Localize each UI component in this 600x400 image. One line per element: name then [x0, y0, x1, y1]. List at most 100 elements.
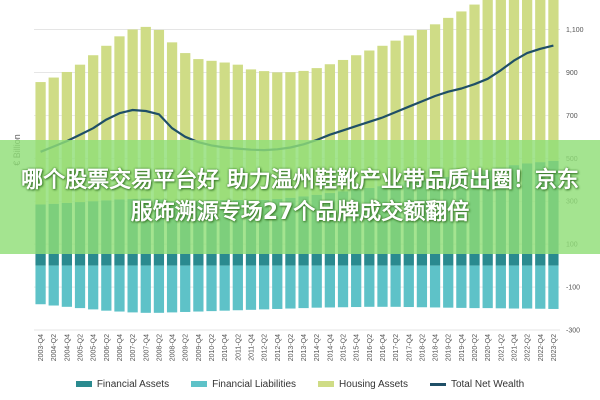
bar-financial-liabilities	[166, 265, 178, 313]
bar-financial-liabilities	[298, 265, 309, 309]
x-tick-label: 2004-Q2	[51, 334, 58, 361]
legend-label: Housing Assets	[339, 378, 408, 390]
bar-financial-liabilities	[140, 265, 151, 313]
x-tick-label: 2022-Q4	[538, 334, 545, 361]
bar-housing-assets	[429, 24, 441, 179]
x-tick-label: 2010-Q4	[222, 334, 229, 361]
bar-housing-assets	[508, 0, 520, 166]
bar-financial-liabilities	[548, 265, 559, 309]
legend-item: Financial Assets	[75, 378, 170, 390]
x-tick-label: 2018-Q2	[419, 334, 426, 361]
bar-housing-assets	[324, 64, 336, 194]
bar-financial-liabilities	[324, 265, 336, 308]
x-tick-label: 2015-Q4	[354, 334, 361, 361]
bar-housing-assets	[337, 59, 349, 192]
x-tick-label: 2014-Q2	[314, 334, 321, 361]
bar-housing-assets	[298, 70, 309, 197]
bar-financial-liabilities	[535, 265, 546, 309]
bar-financial-liabilities	[390, 265, 401, 307]
bar-financial-liabilities	[193, 265, 204, 312]
bar-financial-liabilities	[153, 265, 165, 313]
bar-financial-liabilities	[456, 265, 467, 308]
legend-swatch	[75, 381, 92, 387]
overlay-banner[interactable]: 哪个股票交易平台好 助力温州鞋靴产业带品质出圈！京东服饰溯源专场27个品牌成交额…	[0, 140, 600, 254]
legend: Financial Assets Financial Liabilities Hou…	[0, 376, 600, 392]
x-tick-label: 2019-Q4	[459, 334, 466, 361]
x-tick-label: 2007-Q2	[130, 334, 137, 361]
bar-housing-assets	[495, 0, 506, 168]
x-tick-label: 2008-Q4	[170, 334, 177, 361]
bar-housing-assets	[443, 17, 454, 177]
bar-financial-liabilities	[245, 265, 257, 310]
bar-housing-assets	[456, 11, 467, 175]
bar-financial-liabilities	[206, 265, 217, 312]
bar-financial-liabilities	[127, 265, 138, 313]
bar-housing-assets	[311, 68, 322, 195]
legend-label: Financial Assets	[96, 378, 170, 390]
y-tick-label: -300	[566, 328, 580, 335]
x-tick-label: 2015-Q2	[341, 334, 348, 361]
x-tick-label: 2021-Q2	[498, 334, 505, 361]
legend-swatch	[318, 381, 335, 387]
bar-financial-liabilities	[482, 265, 493, 309]
x-tick-label: 2016-Q2	[367, 334, 374, 361]
legend-item: Financial Liabilities	[191, 379, 296, 390]
bar-financial-liabilities	[74, 265, 86, 309]
x-tick-label: 2012-Q2	[262, 334, 269, 361]
bar-housing-assets	[521, 0, 533, 164]
bar-housing-assets	[377, 45, 388, 187]
bar-housing-assets	[272, 72, 283, 200]
x-tick-label: 2020-Q4	[485, 334, 492, 361]
bar-financial-liabilities	[232, 265, 243, 311]
x-tick-label: 2009-Q2	[183, 334, 190, 361]
y-tick-label: -100	[566, 285, 580, 292]
bar-housing-assets	[114, 36, 125, 200]
bar-housing-assets	[548, 0, 559, 161]
x-tick-label: 2022-Q2	[525, 334, 532, 361]
x-tick-label: 2011-Q4	[249, 334, 256, 361]
bar-housing-assets	[193, 59, 204, 201]
x-tick-label: 2008-Q2	[156, 334, 163, 361]
bar-financial-liabilities	[114, 265, 125, 312]
bar-financial-liabilities	[285, 265, 296, 309]
banner-headline[interactable]: 哪个股票交易平台好 助力温州鞋靴产业带品质出圈！京东服饰溯源专场27个品牌成交额…	[21, 168, 579, 225]
x-tick-label: 2010-Q2	[209, 334, 216, 361]
legend-swatch	[429, 382, 446, 386]
x-tick-label: 2020-Q2	[472, 334, 479, 361]
bar-housing-assets	[258, 71, 270, 200]
legend-swatch	[191, 381, 208, 387]
bar-housing-assets	[482, 0, 493, 171]
y-tick-label: 1,100	[566, 27, 584, 34]
bar-housing-assets	[232, 64, 243, 200]
bar-financial-liabilities	[88, 265, 99, 310]
x-tick-label: 2013-Q2	[288, 334, 295, 361]
x-tick-label: 2017-Q2	[393, 334, 400, 361]
legend-label: Total Net Wealth	[450, 378, 525, 390]
y-tick-label: 700	[566, 113, 578, 120]
x-tick-label: 2016-Q4	[380, 334, 387, 361]
bar-financial-liabilities	[48, 265, 59, 306]
bar-housing-assets	[74, 64, 86, 203]
bar-financial-liabilities	[337, 265, 349, 308]
bar-financial-liabilities	[416, 265, 428, 308]
bar-housing-assets	[61, 71, 73, 203]
bar-housing-assets	[180, 53, 191, 202]
x-tick-label: 2005-Q4	[91, 334, 98, 361]
bar-housing-assets	[245, 69, 257, 201]
bar-housing-assets	[219, 62, 230, 200]
x-tick-label: 2007-Q4	[143, 334, 150, 361]
bar-financial-liabilities	[429, 265, 441, 308]
x-tick-label: 2006-Q4	[117, 334, 124, 361]
x-tick-label: 2019-Q2	[446, 334, 453, 361]
bar-housing-assets	[285, 72, 296, 198]
bar-financial-liabilities	[364, 265, 375, 307]
bar-financial-liabilities	[219, 265, 230, 311]
x-tick-label: 2017-Q4	[406, 334, 413, 361]
bar-financial-liabilities	[469, 265, 480, 309]
bar-housing-assets	[166, 42, 178, 202]
x-tick-label: 2013-Q4	[301, 334, 308, 361]
bar-housing-assets	[403, 35, 414, 183]
bar-financial-liabilities	[258, 265, 270, 310]
bar-financial-liabilities	[101, 265, 112, 311]
x-tick-label: 2009-Q4	[196, 334, 203, 361]
